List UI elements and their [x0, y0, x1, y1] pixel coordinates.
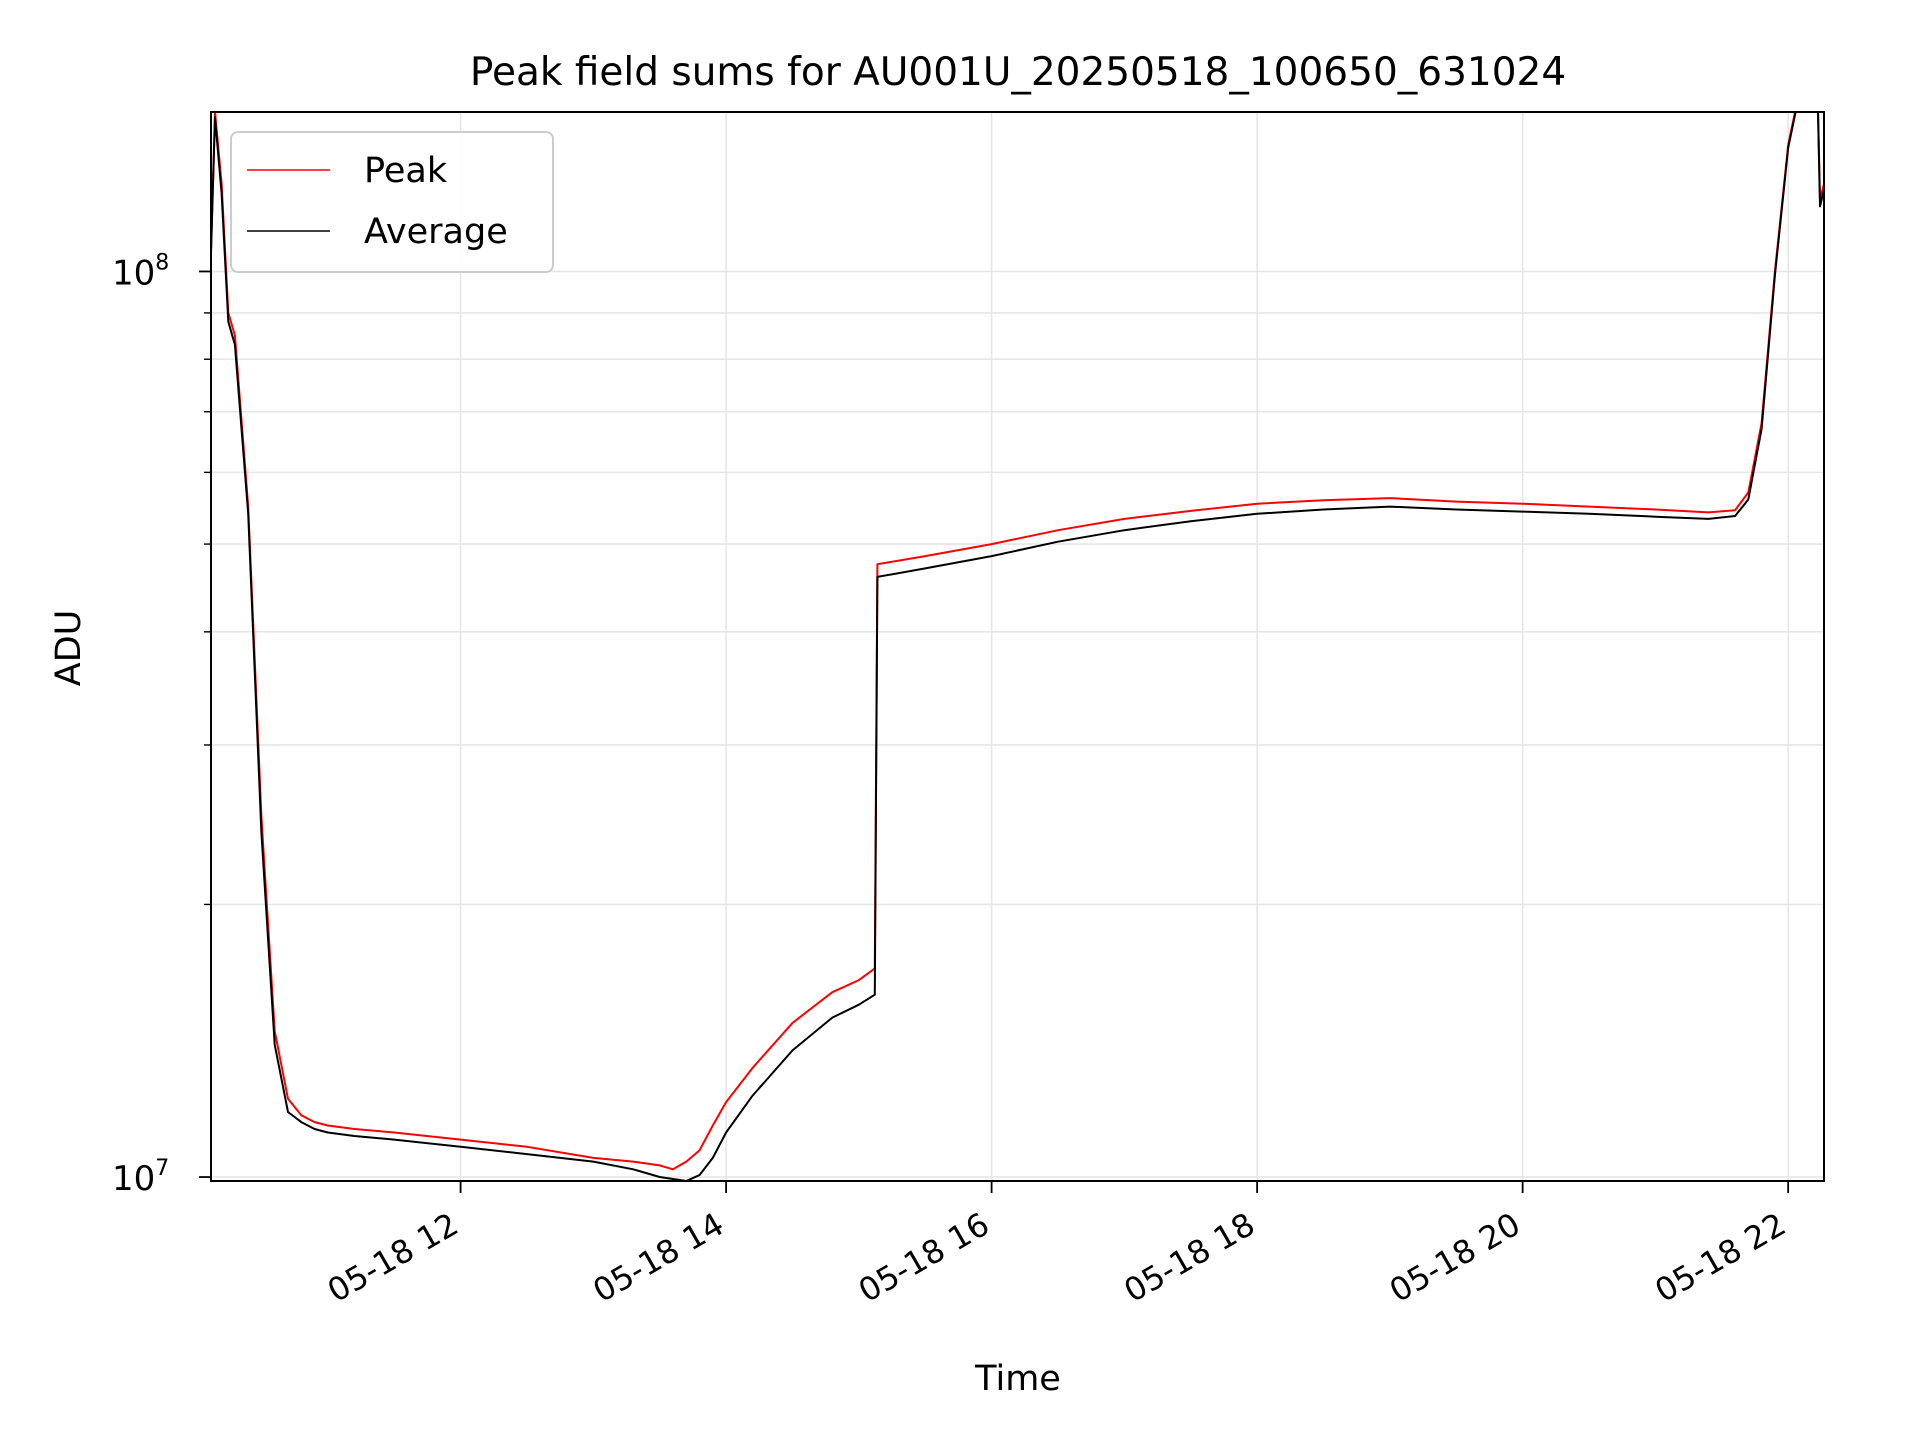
- legend-box: [230, 131, 554, 273]
- y-axis-ticks: 107 108: [112, 250, 211, 1199]
- grid-lines: [211, 112, 1824, 1181]
- x-axis-label: Time: [974, 1359, 1061, 1399]
- y-axis-label: ADU: [49, 610, 89, 687]
- series-line-average: [211, 112, 1824, 1181]
- plot-frame: [210, 111, 1825, 1182]
- legend: Peak Average: [230, 131, 554, 273]
- legend-label-average: Average: [364, 212, 508, 252]
- y-tick-label: 108: [112, 250, 169, 293]
- legend-label-peak: Peak: [364, 151, 448, 191]
- chart-title: Peak field sums for AU001U_20250518_1006…: [470, 50, 1566, 95]
- series-layer: [211, 112, 1824, 1181]
- series-line-peak: [211, 112, 1824, 1171]
- y-tick-label: 107: [112, 1156, 169, 1199]
